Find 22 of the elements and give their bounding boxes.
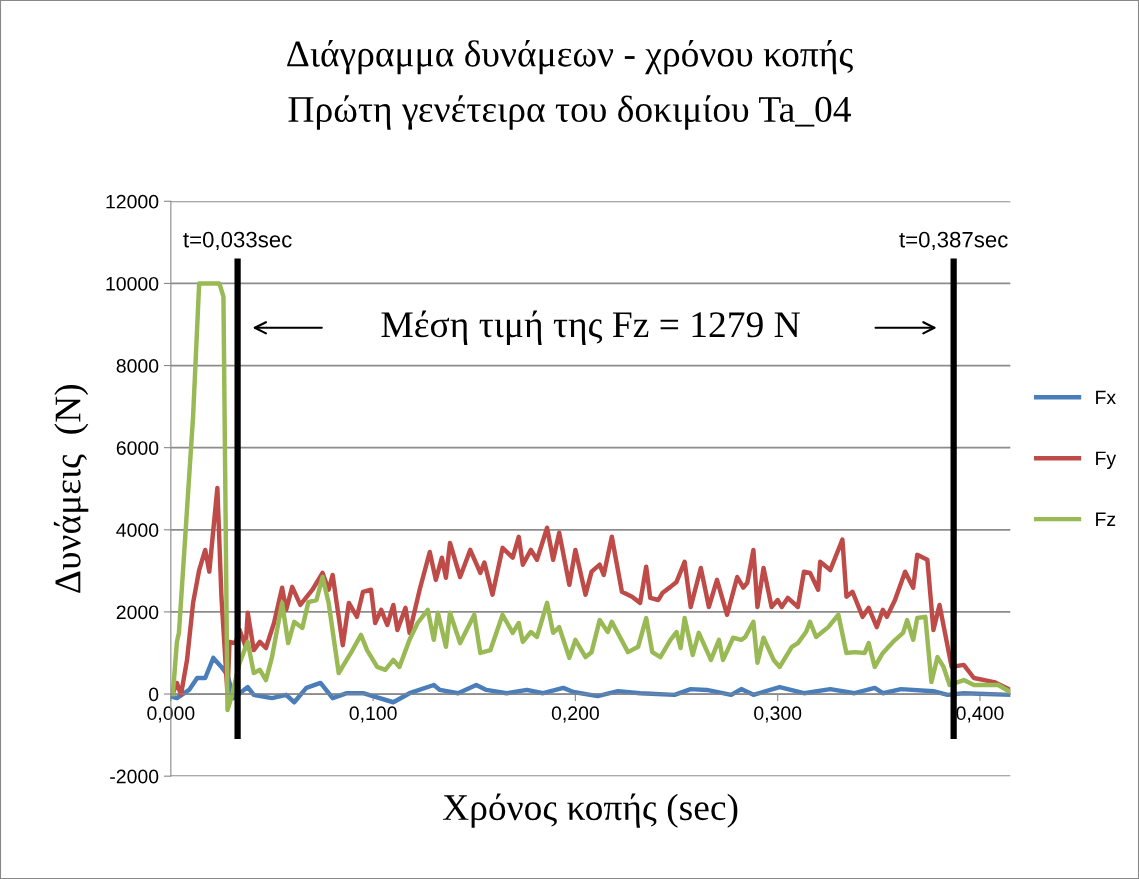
x-tick-label: 0,000: [147, 706, 195, 723]
y-tick-label: 10000: [106, 276, 159, 291]
y-tick-label: 4000: [116, 523, 159, 538]
x-tick-label: 0,100: [349, 706, 397, 723]
ref-line-label: t=0,033sec: [183, 231, 292, 251]
y-tick-label: 2000: [116, 605, 159, 620]
x-tick-label: 0,200: [551, 706, 599, 723]
annotation: Μέση τιμή της Fz = 1279 N: [381, 310, 800, 345]
y-tick-label: 8000: [116, 359, 159, 373]
x-tick-label: 0,300: [754, 706, 802, 723]
y-tick-label: 6000: [116, 441, 159, 455]
legend-label: Fz: [1096, 512, 1116, 526]
chart-title: Διάγραμμα δυνάμεων - χρόνου κοπής: [287, 39, 853, 75]
y-tick-label: -2000: [110, 769, 159, 784]
x-axis-title: Χρόνος κοπής (sec): [442, 793, 738, 828]
legend-label: Fy: [1096, 451, 1117, 470]
chart-subtitle: Πρώτη γενέτειρα του δοκιμίου Ta_04: [288, 95, 851, 130]
legend-label: Fx: [1096, 390, 1116, 405]
ref-line-label: t=0,387sec: [899, 231, 1008, 251]
y-tick-label: 12000: [106, 194, 159, 209]
y-tick-label: 0: [148, 687, 159, 702]
y-axis-title: Δυνάμεις (N): [53, 384, 89, 593]
